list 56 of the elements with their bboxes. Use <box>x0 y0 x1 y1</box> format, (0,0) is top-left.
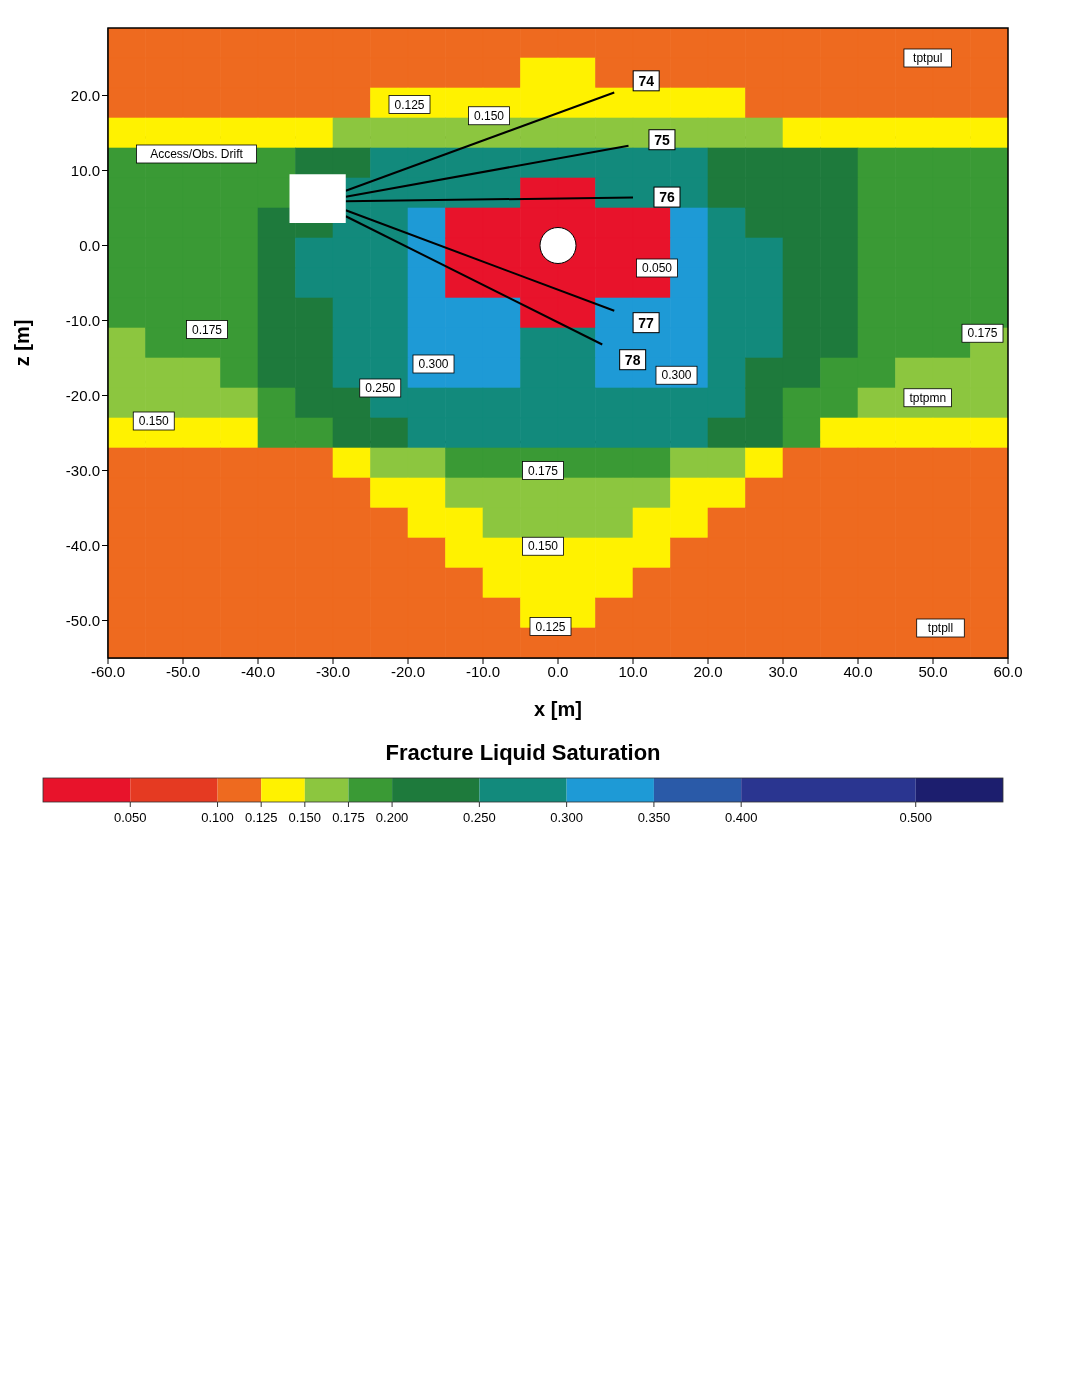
y-tick-label: -10.0 <box>65 311 100 329</box>
color-bar-label: 0.150 <box>288 810 322 825</box>
series-label: 76 <box>659 189 675 206</box>
annotation: 0.125 <box>535 619 566 634</box>
x-axis-title: x [m] <box>534 698 582 720</box>
y-tick-label: 10.0 <box>70 161 100 179</box>
y-tick-label: -40.0 <box>65 536 100 554</box>
annotation: 0.300 <box>418 357 449 371</box>
x-tick-label: -60.0 <box>90 662 126 680</box>
series-label: 75 <box>654 131 670 148</box>
color-bar-label: 0.250 <box>463 810 496 825</box>
annotation: 0.300 <box>661 368 692 383</box>
x-tick-label: 60.0 <box>993 662 1023 680</box>
x-tick-label: 50.0 <box>918 662 948 680</box>
color-bar-label: 0.125 <box>244 810 278 825</box>
x-tick-label: 0.0 <box>547 662 569 680</box>
annotation: tptpul <box>913 51 943 65</box>
x-tick-label: -50.0 <box>165 662 201 680</box>
color-bar-label: 0.300 <box>550 810 583 825</box>
annotation: 0.150 <box>473 108 505 123</box>
annotation: 0.175 <box>191 322 223 337</box>
y-tick-label: -20.0 <box>65 386 100 404</box>
color-bar-label: 0.175 <box>332 810 365 825</box>
series-label: 77 <box>638 314 655 331</box>
y-tick-label: -30.0 <box>65 461 100 479</box>
y-tick-label: -50.0 <box>65 611 100 629</box>
x-tick-label: -40.0 <box>240 662 276 680</box>
x-tick-label: -30.0 <box>315 662 351 680</box>
annotation: tptpmn <box>909 390 947 405</box>
x-tick-label: 40.0 <box>843 662 873 680</box>
color-bar-label: 0.200 <box>375 810 409 825</box>
x-tick-label: 20.0 <box>693 662 723 680</box>
x-tick-label: 30.0 <box>768 662 798 680</box>
annotation: 0.175 <box>527 463 559 478</box>
y-axis-title: z [m] <box>11 319 34 367</box>
x-tick-label: -20.0 <box>390 662 426 680</box>
x-tick-label: 10.0 <box>618 662 648 680</box>
annotation: tptpll <box>927 621 954 635</box>
annotation: 0.150 <box>527 539 559 554</box>
annotation: 0.250 <box>365 381 396 395</box>
y-tick-label: 0.0 <box>79 236 100 254</box>
color-bar-label: 0.400 <box>724 810 758 825</box>
color-bar-title: Fracture Liquid Saturation <box>385 740 661 765</box>
x-tick-label: -10.0 <box>465 662 501 680</box>
series-label: 78 <box>624 351 641 368</box>
annotation: 0.125 <box>394 97 425 112</box>
annotation: Access/Obs. Drift <box>150 147 244 161</box>
color-bar-label: 0.100 <box>201 810 234 825</box>
color-bar-label: 0.350 <box>637 810 671 825</box>
color-bar-label: 0.050 <box>114 810 147 825</box>
series-label: 74 <box>638 72 655 89</box>
y-tick-label: 20.0 <box>70 86 100 104</box>
color-bar-label: 0.500 <box>899 810 932 825</box>
annotation: 0.050 <box>641 261 673 275</box>
annotation: 0.175 <box>967 326 998 341</box>
annotation: 0.150 <box>138 414 170 428</box>
